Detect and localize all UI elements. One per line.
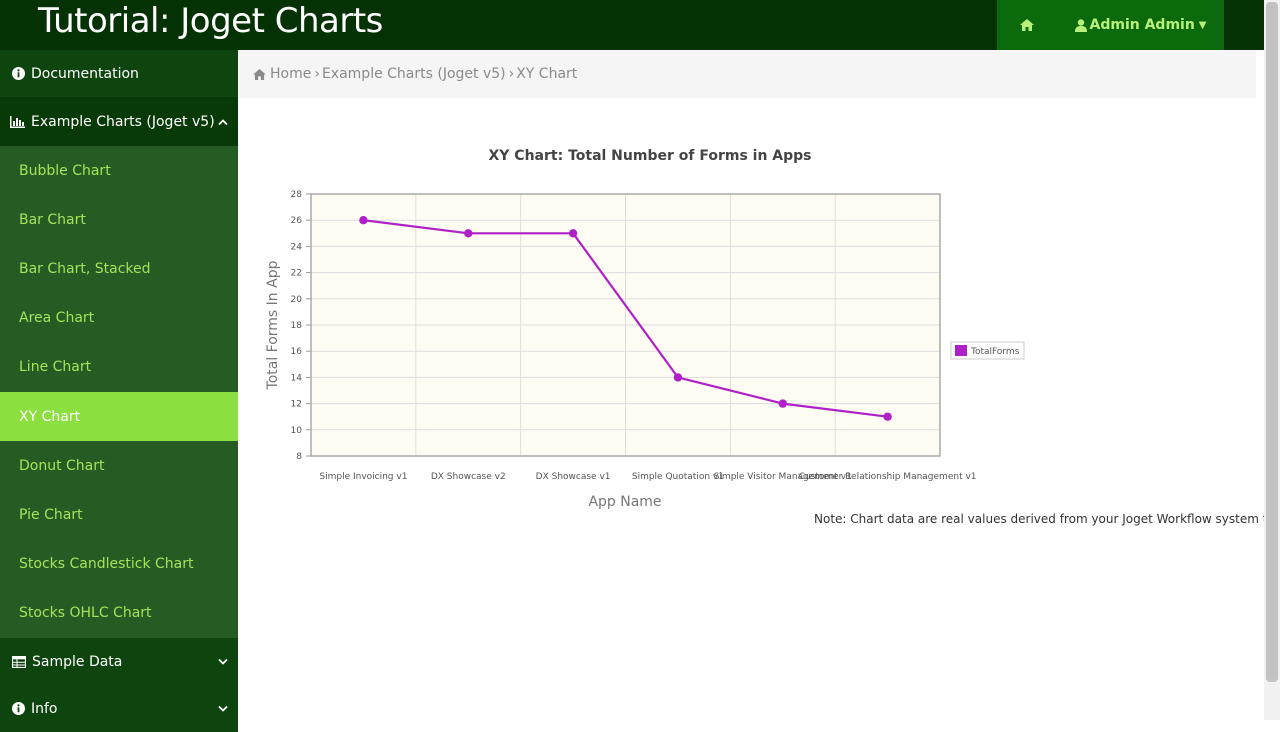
y-tick-label: 24 [291,242,303,252]
sidebar-item-stocks-ohlc-chart[interactable]: Stocks OHLC Chart [0,588,238,638]
y-tick-label: 8 [296,452,302,462]
sidebar-item-info[interactable]: Info [0,685,238,732]
chevron-up-icon [218,118,228,125]
home-button[interactable] [997,0,1057,50]
sidebar-item-label: Stocks Candlestick Chart [19,556,194,573]
y-tick-label: 22 [291,269,302,279]
y-tick-label: 12 [291,400,302,410]
header-actions: Admin Admin ▼ [997,0,1224,50]
sidebar-item-xy-chart[interactable]: XY Chart [0,391,238,442]
legend-swatch [955,345,967,356]
data-point[interactable] [359,216,368,225]
x-tick-label: DX Showcase v2 [431,472,506,482]
sidebar-item-label: Pie Chart [19,506,83,523]
user-name: Admin Admin [1089,17,1195,33]
x-tick-label: Simple Invoicing v1 [319,472,407,482]
sidebar-item-example-charts[interactable]: Example Charts (Joget v5) [0,97,238,146]
sidebar-item-sample-data[interactable]: Sample Data [0,638,238,685]
sidebar-item-label: Bubble Chart [19,162,111,179]
xy-chart: XY Chart: Total Number of Forms in Apps … [265,148,1025,510]
sidebar-item-label: Donut Chart [19,457,105,474]
data-point[interactable] [673,373,683,382]
sidebar-item-bubble-chart[interactable]: Bubble Chart [0,146,238,196]
y-axis-label: Total Forms In App [265,260,281,390]
user-menu-button[interactable]: Admin Admin ▼ [1057,0,1224,50]
home-icon [253,68,266,80]
info-circle-icon [12,702,25,715]
plot-area: 8 10 12 14 16 18 20 22 24 26 28 Simple Invoicing v1… [291,190,977,482]
chart-menu-list: Bubble Chart Bar Chart Bar Chart, Stacke… [0,146,238,638]
app-title[interactable]: Tutorial: Joget Charts [38,1,383,41]
sidebar-item-documentation[interactable]: Documentation [0,50,238,97]
x-tick-label: Simple Visitor Management v1 [714,472,852,482]
data-point[interactable] [778,399,787,408]
breadcrumb: Home › Example Charts (Joget v5) › XY Ch… [238,50,1256,98]
legend-label: TotalForms [970,347,1020,357]
chart-note: Note: Chart data are real values derived… [814,512,1280,526]
series-line [363,219,888,418]
sidebar-item-donut-chart[interactable]: Donut Chart [0,441,238,491]
x-tick-label: Simple Quotation v1 [632,472,724,482]
user-icon [1074,18,1087,32]
chevron-down-icon [218,705,228,712]
bar-chart-icon [10,115,25,128]
top-header: Tutorial: Joget Charts Admin Admin ▼ [0,0,1264,50]
sidebar-item-label: Line Chart [19,359,92,376]
breadcrumb-separator: › [508,66,515,82]
plot-border [310,193,941,457]
sidebar-item-label: Documentation [31,65,139,82]
breadcrumb-home-link[interactable]: Home [270,66,312,82]
chart-title: XY Chart: Total Number of Forms in Apps [489,148,812,164]
y-tick-label: 18 [291,321,303,331]
sidebar-item-label: Sample Data [32,653,123,670]
sidebar-item-pie-chart[interactable]: Pie Chart [0,490,238,540]
y-tick-label: 28 [291,190,303,200]
y-tick-label: 16 [291,347,303,357]
legend-box [950,341,1025,360]
sidebar-item-label: Bar Chart [19,211,86,228]
sidebar-item-area-chart[interactable]: Area Chart [0,293,238,343]
breadcrumb-current: XY Chart [516,66,578,82]
table-icon [12,655,26,668]
sidebar-item-label: XY Chart [19,408,81,425]
sidebar-item-line-chart[interactable]: Line Chart [0,342,238,392]
sidebar-item-label: Example Charts (Joget v5) [31,113,215,130]
y-tick-label: 26 [291,216,303,226]
x-tick-label: DX Showcase v1 [536,472,611,482]
sidebar-item-stocks-candlestick-chart[interactable]: Stocks Candlestick Chart [0,539,238,589]
sidebar-item-label: Bar Chart, Stacked [19,260,151,277]
breadcrumb-separator: › [314,66,320,82]
caret-down-icon: ▼ [1198,19,1207,31]
sidebar-item-label: Info [31,700,58,717]
y-tick-label: 10 [291,426,303,436]
sidebar-item-label: Area Chart [19,310,95,327]
x-axis-label: App Name [588,494,661,510]
sidebar-item-bar-chart[interactable]: Bar Chart [0,195,238,245]
home-icon [1020,19,1034,31]
data-point[interactable] [883,412,892,421]
scrollbar-thumb[interactable] [1266,2,1278,682]
chevron-down-icon [218,658,228,665]
data-point[interactable] [464,229,473,238]
chart-legend: TotalForms [950,341,1025,360]
y-tick-label: 20 [291,295,303,305]
data-point[interactable] [568,229,578,238]
sidebar: Documentation Example Charts (Joget v5) … [0,50,238,732]
x-tick-label: Customer Relationship Management v1 [799,472,977,482]
sidebar-item-bar-chart-stacked[interactable]: Bar Chart, Stacked [0,244,238,294]
breadcrumb-section-link[interactable]: Example Charts (Joget v5) [321,66,506,82]
info-circle-icon [12,67,25,80]
y-tick-label: 14 [291,373,303,383]
sidebar-item-label: Stocks OHLC Chart [19,605,152,622]
